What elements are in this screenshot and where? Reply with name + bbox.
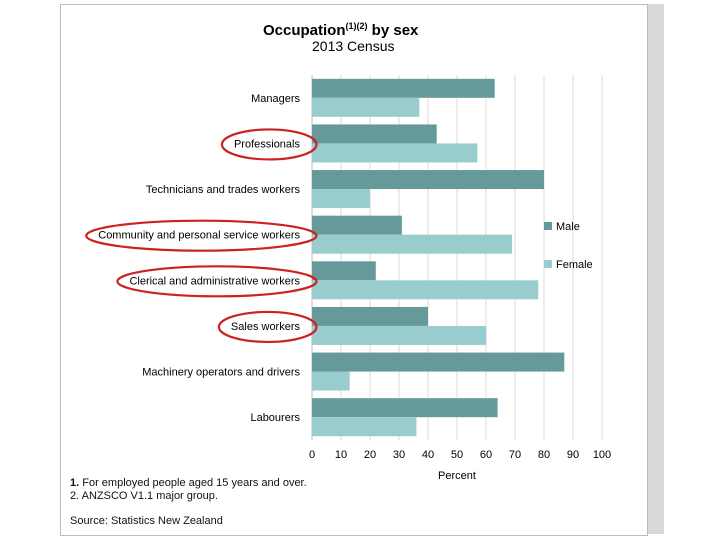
bar-female-technicians-and-trades-workers [312,189,370,209]
chart-subtitle: 2013 Census [312,38,395,54]
category-label: Labourers [250,412,300,424]
annotation-circle-professionals [220,128,318,161]
bar-male-labourers [312,398,498,418]
footnote-2: 2. ANZSCO V1.1 major group. [70,490,218,502]
annotation-circles [85,128,318,344]
x-tick-label: 90 [567,449,579,461]
x-tick-labels: 0 10 20 30 40 50 60 70 80 90 100 [309,449,611,461]
bar-female-sales-workers [312,325,486,345]
source-note: Source: Statistics New Zealand [70,515,223,527]
x-tick-label: 60 [480,449,492,461]
annotation-circle-sales-workers [217,310,318,344]
chart-title-suffix: by sex [368,22,420,39]
bar-male-sales-workers [312,306,428,326]
x-tick-label: 20 [364,449,376,461]
right-edge-strip [648,4,664,534]
legend-swatch-female [544,260,552,268]
footnote-1: 1. For employed people aged 15 years and… [70,477,307,489]
category-label: Managers [251,93,300,105]
bar-male-clerical-and-administrative-workers [312,261,376,281]
x-tick-label: 0 [309,449,315,461]
legend-label-female: Female [556,259,593,271]
category-labels: Managers Professionals Technicians and tra… [98,93,300,424]
x-axis-label: Percent [438,470,476,482]
x-tick-label: 70 [509,449,521,461]
category-label: Community and personal service workers [98,230,300,242]
bar-female-machinery-operators-and-drivers [312,371,350,391]
bar-male-professionals [312,124,437,144]
chart-title-superscript: (1)(2) [346,21,368,31]
chart-title: Occupation(1)(2) by sex [263,21,419,39]
bars [312,78,565,437]
bar-female-managers [312,97,420,117]
bar-male-managers [312,78,495,98]
x-tick-label: 100 [593,449,611,461]
legend-swatch-male [544,222,552,230]
bar-female-community-and-personal-service-workers [312,234,513,254]
legend: Male Female [544,221,593,271]
category-label: Sales workers [231,321,301,333]
category-label: Machinery operators and drivers [142,367,300,379]
x-tick-label: 30 [393,449,405,461]
x-tick-label: 50 [451,449,463,461]
legend-label-male: Male [556,221,580,233]
category-label: Clerical and administrative workers [129,275,300,287]
bar-female-clerical-and-administrative-workers [312,280,539,300]
bar-male-community-and-personal-service-workers [312,215,402,235]
category-label: Technicians and trades workers [146,184,301,196]
x-tick-label: 80 [538,449,550,461]
bar-male-machinery-operators-and-drivers [312,352,565,372]
annotation-circle-community-and-personal-service-workers [85,219,318,252]
category-label: Professionals [234,138,301,150]
bar-female-professionals [312,143,478,163]
bar-female-labourers [312,417,417,437]
annotation-circle-clerical-and-administrative-workers [116,265,318,298]
bar-male-technicians-and-trades-workers [312,170,544,190]
x-tick-label: 10 [335,449,347,461]
x-tick-label: 40 [422,449,434,461]
